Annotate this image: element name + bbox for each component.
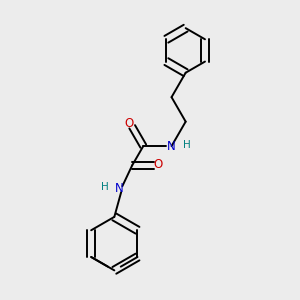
- Text: N: N: [114, 182, 123, 195]
- Text: N: N: [167, 140, 176, 153]
- Text: H: H: [100, 182, 108, 192]
- Text: O: O: [124, 117, 134, 130]
- Text: H: H: [183, 140, 191, 150]
- Text: O: O: [153, 158, 163, 171]
